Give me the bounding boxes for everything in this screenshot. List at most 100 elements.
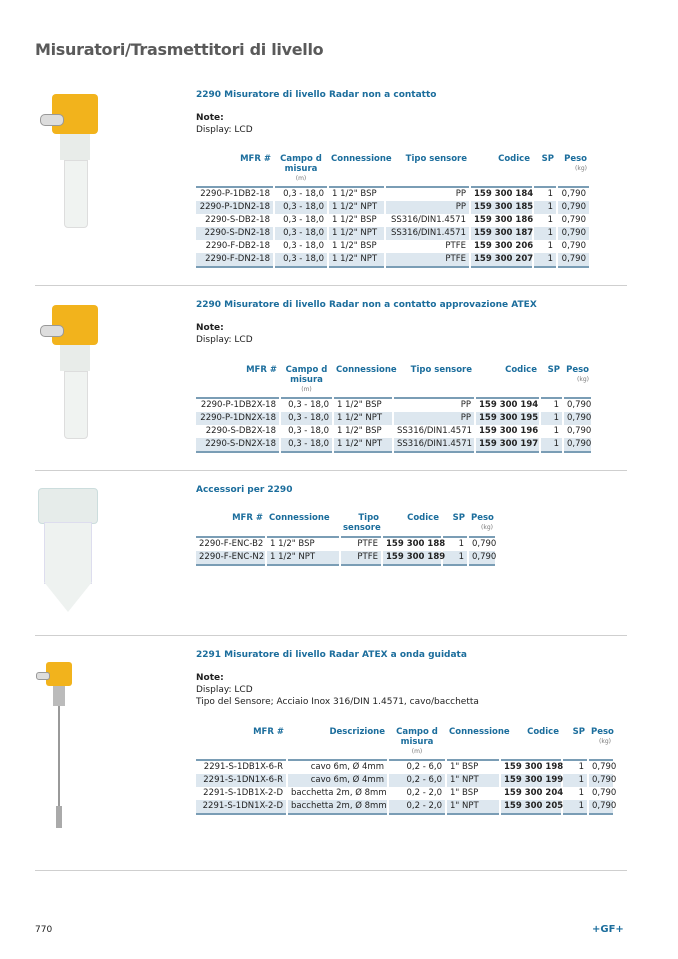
table-cell: 0,3 - 18,0 [280,412,334,425]
table-cell: PTFE [340,537,383,551]
table-cell: PTFE [385,240,471,253]
table-cell: 159 300 196 [475,425,541,438]
table-cell: 0,790 [588,800,616,814]
column-label: Connessione [449,727,510,737]
page-title: Misuratori/Trasmettitori di livello [35,40,324,59]
product-image-accessory [38,488,98,618]
column-label: SP [541,154,554,164]
column-label: Connessione [331,154,392,164]
table-cell: 159 300 197 [475,438,541,452]
column-header: Connessione [333,365,397,398]
column-header: Tipo sensore [340,513,382,537]
table-cell: 0,790 [563,438,593,452]
column-header: Connessione [266,513,340,537]
column-label: Tipo sensore [410,365,472,375]
table-cell: 159 300 195 [475,412,541,425]
column-header: Peso (kg) [588,727,614,760]
table-cell: 2290-S-DN2X-18 [196,438,281,452]
table-cell: 0,790 [557,253,591,267]
table-cell: 159 300 189 [382,551,445,565]
column-header: Connessione [328,154,392,187]
table-cell: 159 300 207 [470,253,534,267]
product-table: MFR # Campo d misura (m) Connessione Tipo se… [196,365,593,453]
column-header: Peso (kg) [557,154,590,187]
table-cell: 1 1/2" BSP [328,214,386,227]
table-cell: PP [393,398,476,412]
table-cell: 0,2 - 6,0 [388,774,447,787]
table-cell: 2290-S-DB2X-18 [196,425,281,438]
table-cell: 1 [533,187,558,201]
table-cell: 0,2 - 2,0 [388,787,447,800]
table-cell: 1 [562,800,589,814]
table-cell: 1 1/2" BSP [333,398,394,412]
table-cell: 1" BSP [446,787,501,800]
column-header: Campo d misura (m) [274,154,328,187]
page-number: 770 [35,925,53,935]
table-row: 2290-S-DN2X-18 0,3 - 18,0 1 1/2" NPT SS316/… [196,438,593,452]
gf-logo: +GF+ [592,924,624,935]
divider [35,635,627,636]
column-unit: (kg) [575,165,587,172]
table-cell: 1 1/2" NPT [333,412,394,425]
header-row: MFR # Campo d misura (m) Connessione Tipo se… [196,365,592,398]
table-cell: 1 1/2" BSP [333,425,394,438]
column-label: MFR # [246,365,277,375]
table-cell: SS316/DIN1.4571 [393,425,476,438]
table-cell: 159 300 186 [470,214,534,227]
table-cell: 159 300 188 [382,537,445,551]
column-label: Codice [407,513,439,523]
table-cell: 1 [442,537,469,551]
table-cell: 1" NPT [446,800,501,814]
column-label: Descrizione [329,727,385,737]
table-cell: 0,790 [557,187,591,201]
table-row: 2290-F-ENC-B2 1 1/2" BSP PTFE 159 300 188 1 0… [196,537,497,551]
column-header: Connessione [446,727,510,760]
column-header: Campo d misura (m) [280,365,333,398]
note-label: Note: [196,113,224,123]
table-cell: 159 300 204 [500,787,563,800]
column-unit: (kg) [599,738,611,745]
table-cell: 2290-S-DB2-18 [196,214,275,227]
table-cell: 159 300 184 [470,187,534,201]
column-header: MFR # [196,154,274,187]
table-cell: SS316/DIN1.4571 [385,214,471,227]
table-cell: 0,790 [557,227,591,240]
table-cell: 0,790 [468,537,497,551]
column-unit: (m) [295,175,307,182]
table-cell: 0,790 [563,412,593,425]
table-cell: 0,3 - 18,0 [274,240,329,253]
table-cell: 2290-S-DN2-18 [196,227,275,240]
table-cell: 0,790 [588,774,616,787]
column-label: Peso [566,365,589,375]
column-header: Tipo sensore [385,154,470,187]
column-label: Tipo sensore [405,154,467,164]
column-label: Codice [505,365,537,375]
table-cell: 2290-F-DN2-18 [196,253,275,267]
column-label: Peso [564,154,587,164]
table-cell: 0,790 [588,760,616,774]
table-cell: 1 [562,774,589,787]
column-unit: (m) [411,748,423,755]
table-cell: SS316/DIN1.4571 [393,438,476,452]
table-cell: 1 [533,201,558,214]
table-cell: cavo 6m, Ø 4mm [287,760,389,774]
table-row: 2291-S-1DN1X-2-D bacchetta 2m, Ø 8mm 0,2 -… [196,800,616,814]
table-cell: 159 300 187 [470,227,534,240]
note-label: Note: [196,673,224,683]
column-label: SP [547,365,560,375]
table-cell: 1" BSP [446,760,501,774]
table-cell: 1 1/2" NPT [328,201,386,214]
header-row: MFR # Connessione Tipo sensore Codice SP Peso… [196,513,496,537]
table-cell: 2290-P-1DN2-18 [196,201,275,214]
column-header: SP [533,154,557,187]
table-row: 2290-P-1DB2X-18 0,3 - 18,0 1 1/2" BSP PP 159… [196,398,593,412]
table-cell: 1 [562,787,589,800]
table-cell: PP [385,201,471,214]
column-header: Codice [475,365,540,398]
table-cell: 2290-P-1DB2-18 [196,187,275,201]
section-title: 2290 Misuratore di livello Radar non a c… [196,90,437,100]
table-cell: 0,3 - 18,0 [274,227,329,240]
product-image-2290 [38,92,103,228]
note-line: Display: LCD [196,335,253,345]
